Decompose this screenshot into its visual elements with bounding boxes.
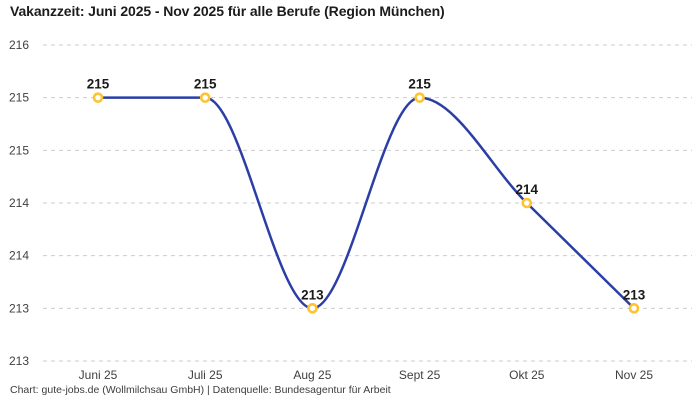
chart-footer: Chart: gute-jobs.de (Wollmilchsau GmbH) …: [10, 384, 391, 396]
y-axis-tick-label: 213: [9, 354, 29, 368]
series-line: [96, 96, 636, 310]
data-point-label: 215: [408, 77, 431, 92]
y-axis-tick-label: 215: [9, 143, 29, 157]
data-point-marker[interactable]: [521, 197, 533, 209]
x-axis-tick-label: Sept 25: [399, 368, 441, 382]
data-point-marker[interactable]: [414, 92, 425, 103]
x-axis-tick-label: Aug 25: [293, 368, 331, 382]
x-axis-tick-label: Okt 25: [509, 368, 545, 382]
data-point-marker[interactable]: [628, 303, 640, 314]
y-axis-tick-label: 215: [9, 91, 29, 105]
data-point-marker[interactable]: [92, 92, 104, 103]
data-point-label: 215: [194, 77, 217, 92]
data-point-marker[interactable]: [199, 92, 211, 103]
y-axis-tick-label: 214: [9, 196, 29, 210]
y-axis-tick-label: 213: [9, 301, 29, 315]
chart-title: Vakanzzeit: Juni 2025 - Nov 2025 für all…: [10, 3, 445, 19]
data-point-label: 214: [516, 182, 539, 197]
y-axis-tick-label: 216: [9, 38, 29, 52]
data-point-marker[interactable]: [307, 303, 318, 314]
y-axis-tick-label: 214: [9, 249, 29, 263]
x-axis-tick-label: Juni 25: [79, 368, 118, 382]
x-axis-tick-label: Juli 25: [188, 368, 223, 382]
data-point-label: 213: [623, 287, 646, 302]
x-axis-tick-label: Nov 25: [615, 368, 653, 382]
data-point-label: 215: [87, 77, 110, 92]
data-point-label: 213: [301, 287, 324, 302]
